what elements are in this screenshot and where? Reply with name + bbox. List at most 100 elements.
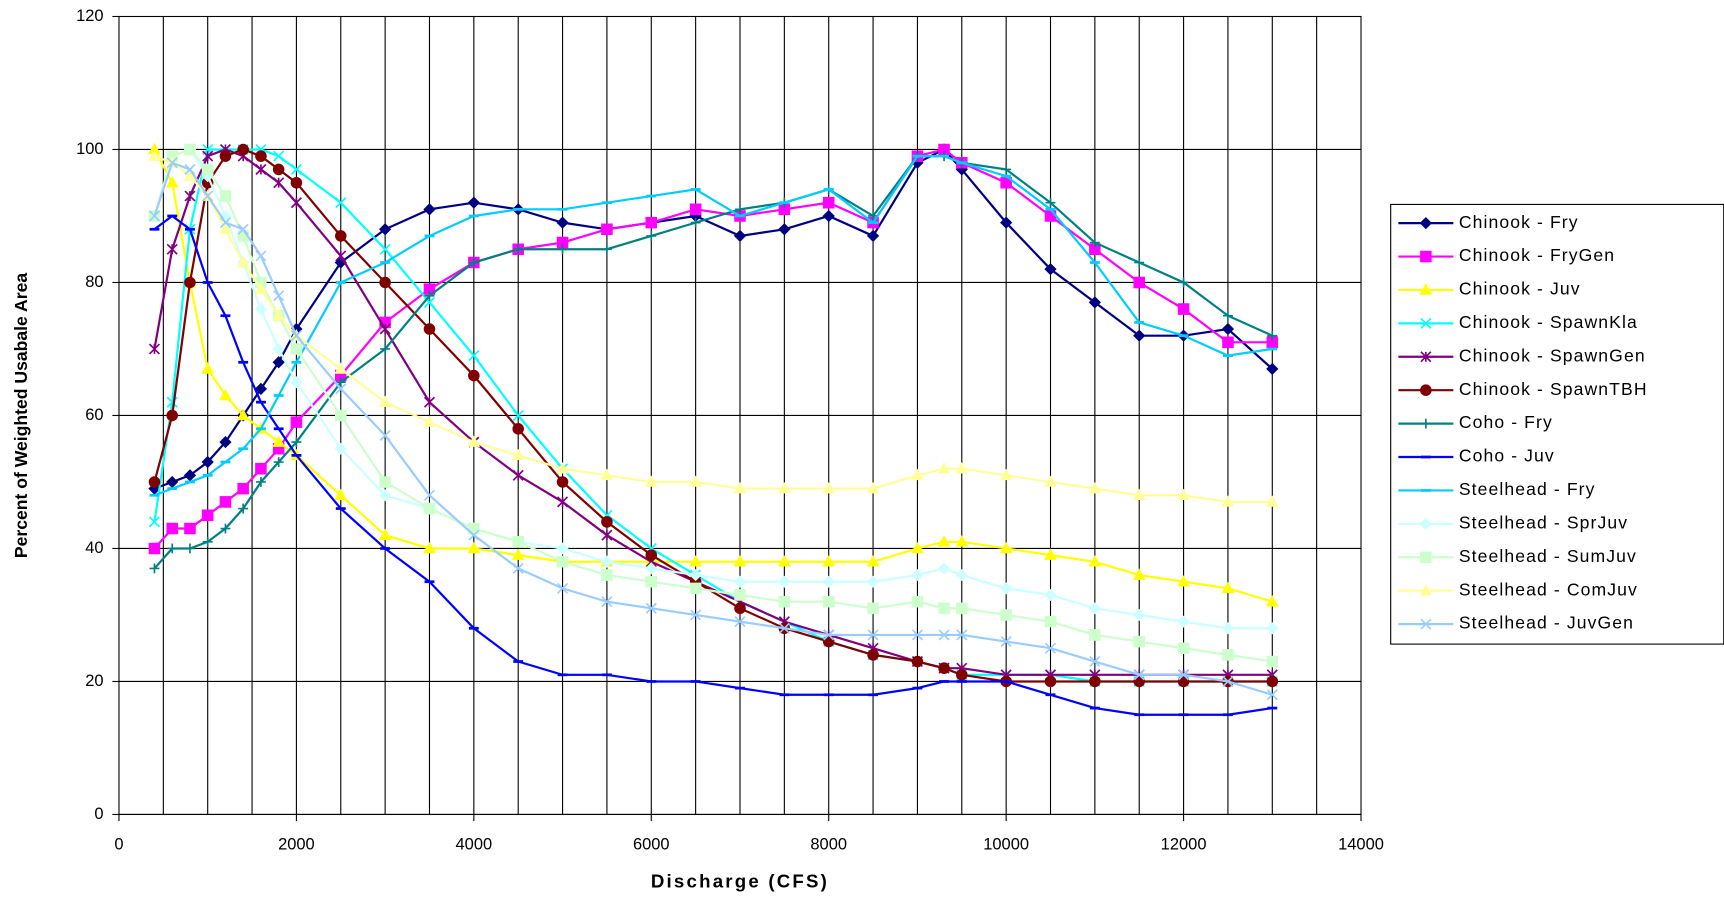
- marker: [1221, 322, 1235, 336]
- marker: [1133, 276, 1145, 289]
- marker: [273, 150, 285, 162]
- x-tick-label: 4000: [456, 836, 493, 854]
- marker: [202, 536, 213, 547]
- marker: [556, 216, 569, 229]
- marker: [1178, 669, 1190, 681]
- marker: [867, 602, 879, 615]
- marker: [511, 448, 525, 461]
- series: [149, 151, 1278, 574]
- marker: [1044, 588, 1057, 602]
- marker: [335, 377, 346, 388]
- marker: [938, 662, 950, 674]
- marker: [956, 602, 968, 615]
- marker: [733, 555, 747, 567]
- marker: [1089, 655, 1101, 668]
- marker: [955, 462, 969, 474]
- marker: [911, 629, 923, 641]
- marker: [556, 462, 569, 474]
- series-line: [153, 148, 1273, 663]
- series: [148, 149, 1279, 507]
- marker: [600, 555, 614, 568]
- marker: [1177, 575, 1190, 587]
- series-line: [153, 161, 1273, 696]
- marker: [272, 342, 285, 356]
- marker: [272, 435, 286, 447]
- marker: [822, 481, 836, 494]
- series: [149, 154, 1278, 497]
- marker: [1044, 642, 1057, 654]
- series: [148, 143, 1279, 495]
- marker: [1266, 675, 1279, 688]
- marker: [334, 362, 348, 374]
- legend-label: Coho - Juv: [1459, 446, 1555, 466]
- marker: [644, 475, 658, 487]
- marker: [290, 343, 303, 355]
- marker: [423, 323, 436, 335]
- x-axis-title: Discharge (CFS): [651, 871, 829, 892]
- marker: [1420, 418, 1431, 429]
- marker: [938, 602, 950, 615]
- y-tick-label: 40: [85, 539, 103, 557]
- marker: [513, 244, 524, 255]
- marker: [1419, 283, 1433, 295]
- marker: [689, 568, 702, 582]
- marker: [512, 423, 524, 435]
- marker: [1265, 495, 1279, 507]
- marker: [1133, 669, 1145, 681]
- marker: [1420, 384, 1432, 396]
- marker: [511, 548, 525, 560]
- marker: [166, 522, 178, 535]
- marker: [733, 229, 747, 243]
- marker: [423, 203, 436, 216]
- series: [149, 214, 1278, 717]
- marker: [148, 542, 161, 555]
- marker: [1221, 581, 1235, 594]
- marker: [148, 149, 161, 161]
- marker: [911, 468, 924, 481]
- legend-label: Chinook - FryGen: [1459, 245, 1615, 265]
- marker: [1044, 548, 1057, 560]
- marker: [1419, 517, 1432, 530]
- marker: [219, 435, 232, 449]
- legend-label: Coho - Fry: [1459, 412, 1553, 432]
- marker: [166, 150, 178, 162]
- marker: [380, 344, 391, 354]
- marker: [866, 575, 880, 588]
- marker: [468, 350, 480, 362]
- marker: [734, 589, 746, 601]
- series-line: [153, 148, 1273, 630]
- marker: [219, 496, 232, 508]
- marker: [334, 442, 347, 455]
- marker: [937, 562, 951, 575]
- marker: [166, 475, 179, 489]
- marker: [237, 482, 249, 495]
- marker: [1001, 164, 1012, 175]
- x-tick-label: 12000: [1161, 836, 1207, 854]
- marker: [290, 330, 302, 342]
- marker: [184, 522, 196, 535]
- marker: [690, 217, 701, 228]
- marker: [272, 163, 285, 176]
- x-tick-label: 14000: [1338, 836, 1384, 854]
- marker: [424, 290, 435, 301]
- marker: [379, 223, 392, 236]
- marker: [512, 469, 524, 481]
- marker: [335, 250, 347, 262]
- y-tick-label: 100: [76, 140, 103, 158]
- marker: [645, 575, 658, 588]
- marker: [937, 462, 951, 474]
- legend: Chinook - Fry Chinook - FryGen Chinook - J…: [1390, 203, 1724, 645]
- legend-label: Chinook - SpawnGen: [1459, 345, 1646, 365]
- marker: [556, 556, 569, 568]
- marker: [290, 197, 302, 209]
- marker: [822, 575, 835, 588]
- marker: [690, 609, 702, 621]
- marker: [220, 523, 231, 534]
- legend-label: Steelhead - SprJuv: [1459, 512, 1628, 532]
- marker: [1177, 488, 1190, 501]
- marker: [1221, 622, 1235, 635]
- marker: [201, 509, 214, 521]
- marker: [202, 150, 214, 162]
- marker: [689, 582, 702, 595]
